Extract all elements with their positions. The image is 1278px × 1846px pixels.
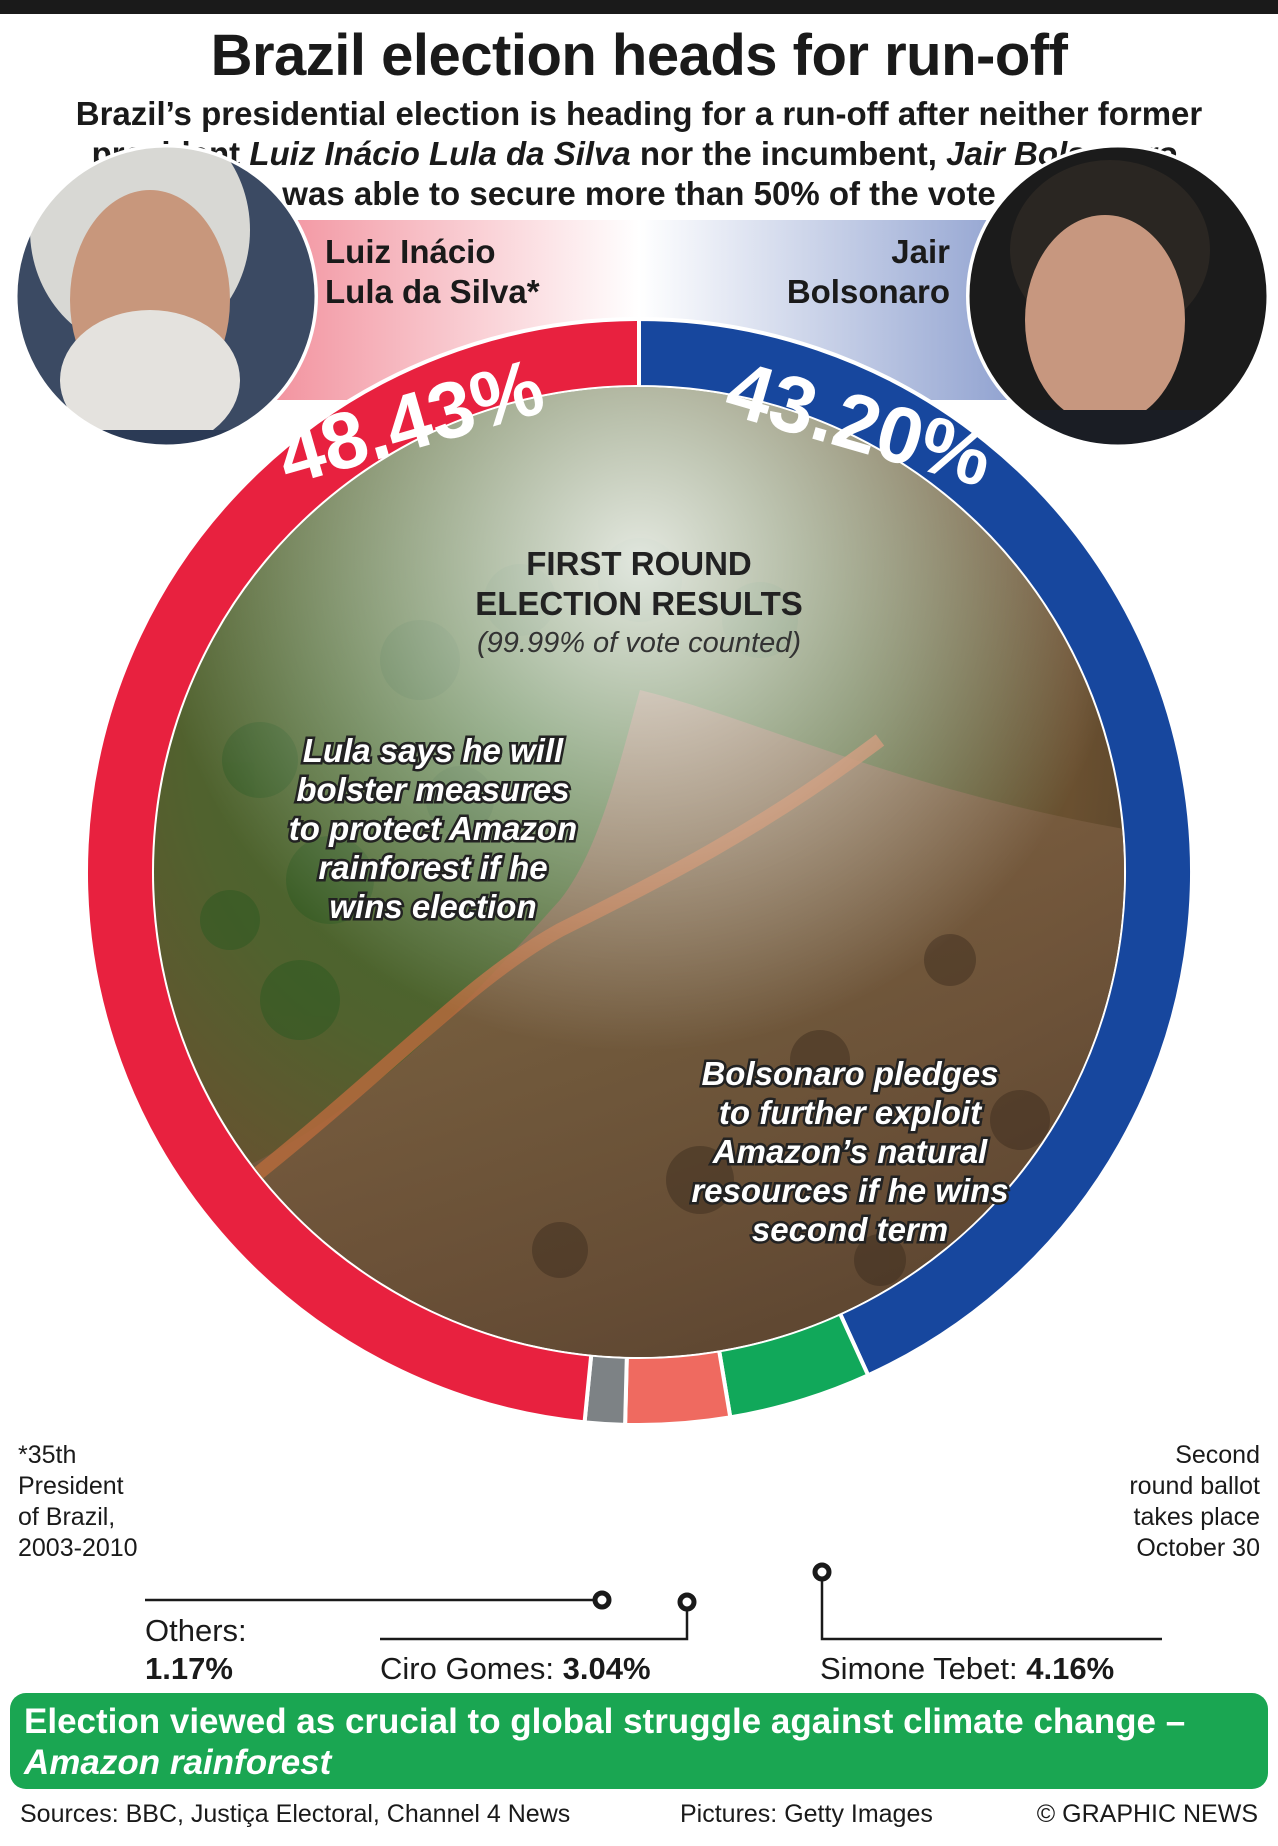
page-title: Brazil election heads for run-off [210,23,1068,88]
second-round-line: Second [1175,1441,1260,1469]
second-round-note: Second round ballot takes place October … [1129,1440,1260,1564]
subtitle-part-3: , was able to secure more than 50% of th… [282,135,1187,212]
bolsonaro-name-line-2: Bolsonaro [786,273,950,310]
tebet-name: Simone Tebet: [820,1651,1027,1686]
bolsonaro-pledge-line: resources if he wins [691,1172,1008,1209]
banner-text: Election viewed as crucial to global str… [24,1701,1254,1824]
footnote-line: of Brazil, [18,1503,116,1531]
footnote-line: *35th [18,1441,77,1469]
lula-name: Luiz Inácio Lula da Silva* [325,232,540,312]
chart-counted-note: (99.99% of vote counted) [477,627,801,659]
ciro-dot [677,1592,697,1612]
ciro-label: Ciro Gomes: 3.04% [380,1650,651,1688]
leader-dots [592,1562,832,1612]
banner-italic: Amazon rainforest [24,1743,332,1782]
banner-line-1: Election viewed as crucial to global str… [24,1702,1186,1741]
lula-pledge-line: to protect Amazon [289,810,577,847]
lula-pledge-line: bolster measures [296,771,569,808]
second-round-line: round ballot [1129,1472,1260,1500]
tebet-label: Simone Tebet: 4.16% [820,1650,1114,1688]
amazon-rainforest-photo [154,387,1124,1357]
bolsonaro-portrait [966,144,1270,448]
ciro-segment [623,1348,733,1427]
bolsonaro-pledge-line: second term [752,1211,948,1248]
others-dot [592,1590,612,1610]
subtitle: Brazil’s presidential election is headin… [70,94,1208,214]
bolsonaro-name-line-1: Jair [891,233,950,270]
subtitle-part-2: nor the incumbent, [630,135,947,172]
lula-pledge-text: Lula says he will bolster measures to pr… [286,730,579,928]
second-round-line: October 30 [1136,1534,1260,1562]
subtitle-lula-name: Luiz Inácio Lula da Silva [249,135,631,172]
ciro-name: Ciro Gomes: [380,1651,563,1686]
bolsonaro-name: Jair Bolsonaro [787,232,950,312]
top-rule [0,0,1278,14]
ciro-leader-line [380,1602,689,1641]
pictures-credit: Pictures: Getty Images [680,1800,933,1828]
chart-heading-line-2: ELECTION RESULTS [475,585,803,622]
tebet-leader-line [820,1572,1162,1641]
lula-name-line-2: Lula da Silva* [325,273,540,310]
climate-banner: Election viewed as crucial to global str… [10,1693,1268,1823]
bolsonaro-pledge-line: Bolsonaro pledges [701,1055,998,1092]
footnote-line: President [18,1472,124,1500]
bolsonaro-pledge-text: Bolsonaro pledges to further exploit Ama… [689,1053,1011,1251]
lula-pledge-line: rainforest if he [318,849,547,886]
tebet-dot [812,1562,832,1582]
second-round-line: takes place [1133,1503,1260,1531]
bolsonaro-pledge-line: Amazon’s natural [712,1133,988,1170]
copyright-credit: © GRAPHIC NEWS [1036,1800,1258,1828]
bolsonaro-pledge-line: to further exploit [719,1094,983,1131]
others-label: Others: 1.17% [145,1612,247,1688]
lula-pledge-line: wins election [329,888,536,925]
tebet-value: 4.16% [1026,1651,1115,1686]
lula-name-line-1: Luiz Inácio [325,233,496,270]
footnote-line: 2003-2010 [18,1534,138,1562]
sources-credit: Sources: BBC, Justiça Electoral, Channel… [20,1800,571,1828]
chart-heading-line-1: FIRST ROUND [526,545,752,582]
leader-lines [145,1572,1162,1641]
ciro-value: 3.04% [562,1651,651,1686]
others-value: 1.17% [145,1651,233,1686]
banner-line-2-rest: absorbs more carbon than any other ecosy… [24,1784,824,1823]
banner-line-2: Amazon rainforest absorbs more carbon th… [24,1742,1254,1824]
lula-pledge-line: Lula says he will [303,732,564,769]
footnote: *35th President of Brazil, 2003-2010 [18,1440,138,1564]
others-name: Others: [145,1613,247,1648]
